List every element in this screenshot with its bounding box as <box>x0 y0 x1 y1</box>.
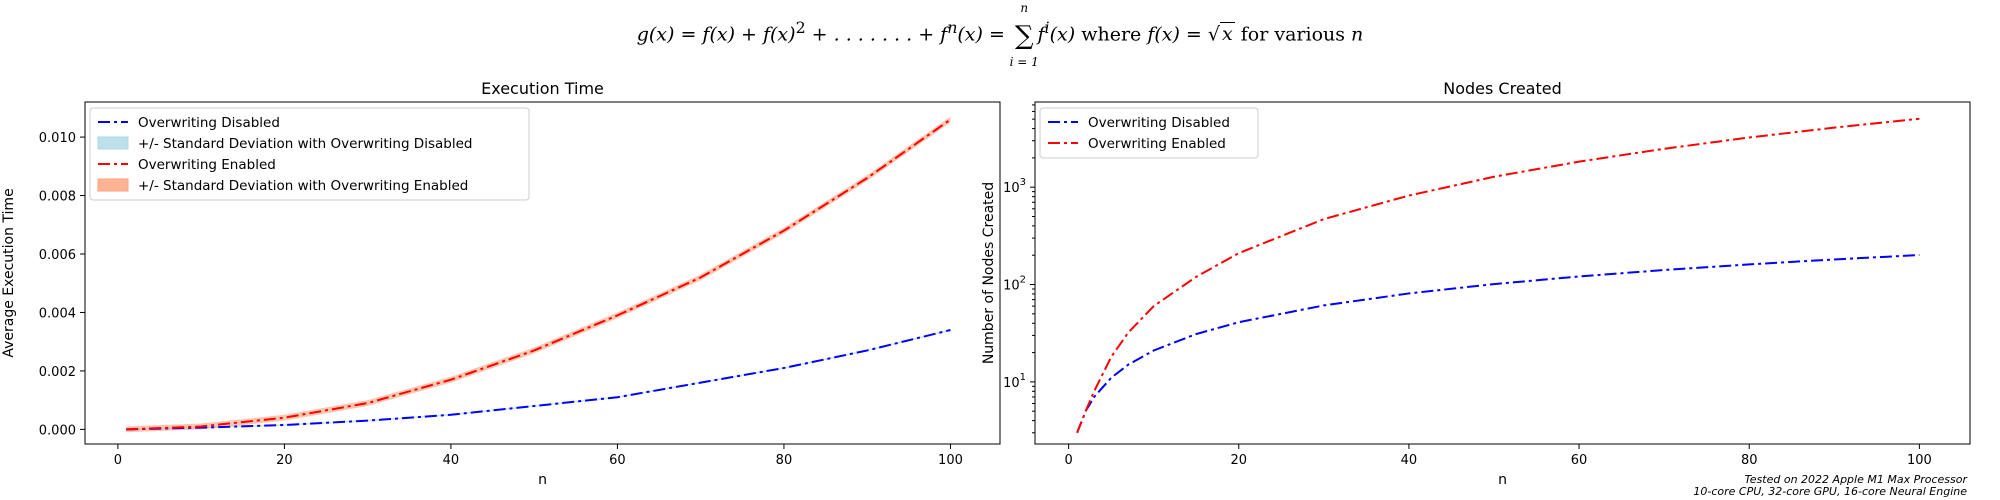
x-tick-label: 100 <box>1907 453 1932 468</box>
y-tick-label: 102 <box>1003 275 1026 294</box>
suptitle-prefix: g(x) = f(x) + f(x) <box>636 23 796 46</box>
plot-area <box>1076 117 1920 434</box>
suptitle-after: (x) <box>1049 23 1076 46</box>
y-tick-label: 0.006 <box>39 248 76 263</box>
legend-swatch-band <box>97 136 129 150</box>
hardware-footnote: Tested on 2022 Apple M1 Max Processor 10… <box>1693 474 1967 498</box>
x-tick-label: 40 <box>443 453 460 468</box>
x-axis-label: n <box>1498 472 1507 488</box>
std-band-disabled <box>126 329 951 431</box>
y-tick-base: 10 <box>1003 376 1020 391</box>
legend-label: Overwriting Enabled <box>1088 136 1226 152</box>
suptitle-fi: f <box>1037 23 1045 46</box>
legend-label: Overwriting Enabled <box>138 157 276 173</box>
suptitle-sqrt-arg: x <box>1220 22 1235 46</box>
suptitle-n-exp: n <box>947 18 958 37</box>
series-line-disabled <box>126 329 951 431</box>
x-tick-label: 60 <box>609 453 626 468</box>
x-tick-label: 40 <box>1401 453 1418 468</box>
legend-box <box>89 107 530 201</box>
sum-upper: n <box>1020 1 1029 16</box>
y-tick-exponent: 1 <box>1020 372 1026 383</box>
sum-lower: i = 1 <box>1009 55 1039 70</box>
suptitle-for: for various <box>1234 23 1352 46</box>
y-tick-exponent: 3 <box>1020 177 1026 188</box>
y-tick-label: 0.002 <box>39 365 76 380</box>
series-line-enabled <box>1076 117 1920 434</box>
y-tick-label: 0.004 <box>39 306 76 321</box>
axes-title: Nodes Created <box>1443 79 1562 98</box>
y-tick-label: 103 <box>1003 177 1026 196</box>
footnote-line-1: Tested on 2022 Apple M1 Max Processor <box>1744 473 1967 486</box>
x-tick-label: 0 <box>114 453 122 468</box>
axes-title: Execution Time <box>481 79 604 98</box>
sum-operator: ∑ n i = 1 <box>1009 1 1039 70</box>
x-axis-label: n <box>538 472 547 488</box>
legend-box <box>1039 107 1259 159</box>
sqrt-sign: √ <box>1207 23 1220 46</box>
suptitle-square: 2 <box>795 18 806 37</box>
legend: Overwriting Disabled +/- Standard Deviati… <box>89 107 530 201</box>
x-tick-label: 80 <box>776 453 793 468</box>
suptitle-fx: f(x) = <box>1147 23 1208 46</box>
x-tick-label: 100 <box>938 453 963 468</box>
y-tick-exponent: 2 <box>1020 275 1026 286</box>
legend-label: +/- Standard Deviation with Overwriting … <box>138 178 468 194</box>
y-tick-base: 10 <box>1003 279 1020 294</box>
y-tick-label: 101 <box>1003 372 1026 391</box>
legend-label: Overwriting Disabled <box>1088 115 1230 131</box>
x-tick-label: 20 <box>276 453 293 468</box>
x-tick-label: 60 <box>1571 453 1588 468</box>
x-tick-label: 80 <box>1741 453 1758 468</box>
y-tick-base: 10 <box>1003 181 1020 196</box>
axes-frame <box>84 101 1001 445</box>
series-line-disabled <box>1076 254 1920 434</box>
axes-frame <box>1034 101 1971 445</box>
y-axis-label: Number of Nodes Created <box>981 182 997 364</box>
subplot-1: Execution Time 0 20 40 60 80 100 n 0.000 0.002 0.0… <box>1 79 1001 488</box>
figure-suptitle: g(x) = f(x) + f(x)2 + . . . . . . . + fn… <box>0 1 2000 70</box>
suptitle-mid: (x) = <box>957 23 1011 46</box>
suptitle-i-exp: i <box>1044 18 1050 37</box>
x-tick-label: 20 <box>1230 453 1247 468</box>
suptitle-nvar: n <box>1351 23 1364 46</box>
legend-swatch-band <box>97 178 129 192</box>
legend-label: Overwriting Disabled <box>138 115 280 131</box>
y-tick-label: 0.000 <box>39 423 76 438</box>
suptitle-where: where <box>1075 23 1148 46</box>
footnote-line-2: 10-core CPU, 32-core GPU, 16-core Neural… <box>1693 485 1967 498</box>
y-tick-label: 0.010 <box>39 131 76 146</box>
legend: Overwriting Disabled Overwriting Enabled <box>1039 107 1259 159</box>
suptitle-dots: + . . . . . . . + f <box>805 23 948 46</box>
y-tick-label: 0.008 <box>39 190 76 205</box>
x-tick-label: 0 <box>1064 453 1072 468</box>
plot-area <box>126 116 952 433</box>
y-axis-label: Average Execution Time <box>1 188 17 357</box>
legend-label: +/- Standard Deviation with Overwriting … <box>138 136 472 152</box>
